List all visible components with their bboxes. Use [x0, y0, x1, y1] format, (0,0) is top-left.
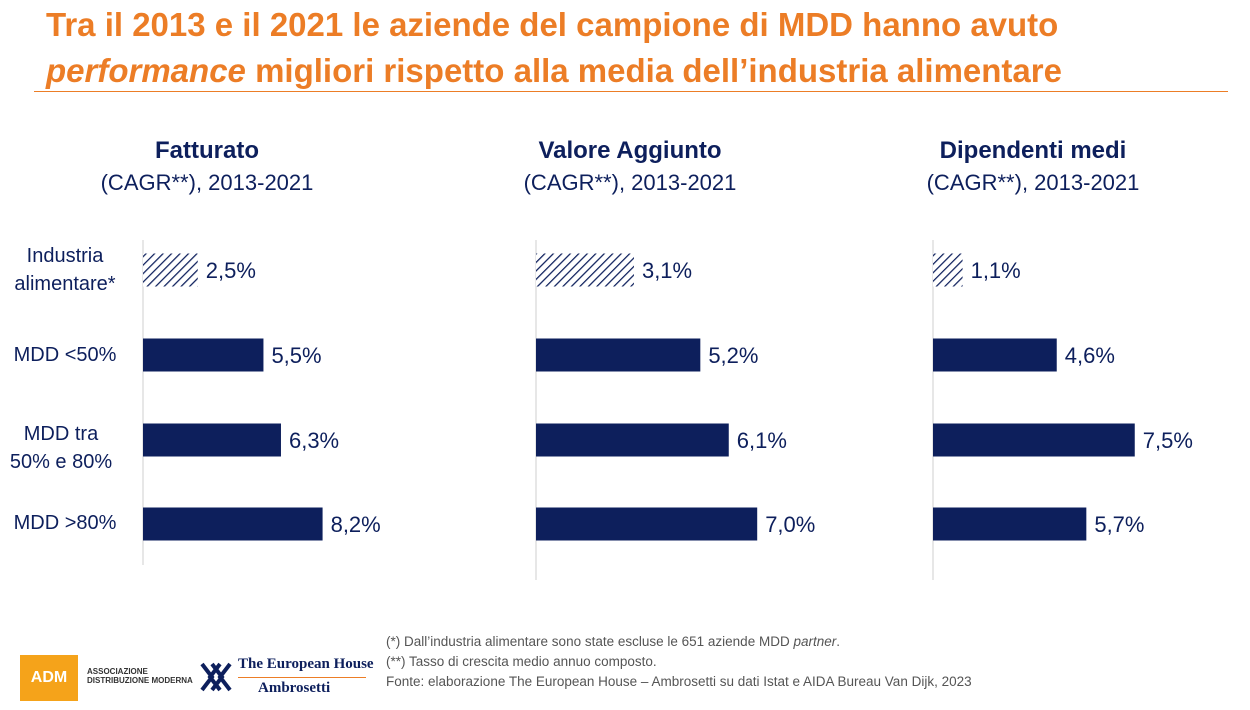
panel-subtitle-valore-aggiunto: (CAGR**), 2013-2021 [523, 170, 737, 195]
teh-logo-text-2: Ambrosetti [258, 680, 331, 696]
page-title: Tra il 2013 e il 2021 le aziende del cam… [46, 2, 1226, 94]
panel-title-fatturato: Fatturato [155, 137, 259, 164]
bar-value-label: 2,5% [206, 258, 256, 283]
panel-subtitle-fatturato: (CAGR**), 2013-2021 [100, 170, 314, 195]
bar [143, 507, 323, 541]
title-line-2: performance migliori rispetto alla media… [46, 48, 1226, 94]
source-note: Fonte: elaborazione The European House –… [386, 674, 972, 689]
title-italic-word: performance [46, 52, 246, 89]
bar [933, 423, 1135, 457]
bar-industry-hatched [143, 253, 198, 287]
panel-title-valore-aggiunto: Valore Aggiunto [538, 137, 722, 164]
bar-value-label: 4,6% [1065, 343, 1115, 368]
bar [536, 507, 758, 541]
bar [536, 423, 729, 457]
bar-value-label: 7,0% [765, 512, 815, 537]
title-line-1: Tra il 2013 e il 2021 le aziende del cam… [46, 6, 1059, 43]
adm-logo: ADM [20, 655, 78, 701]
bar-value-label: 8,2% [331, 512, 381, 537]
bar [143, 338, 264, 372]
bar [933, 338, 1057, 372]
bar [536, 338, 701, 372]
bar [933, 507, 1087, 541]
bar-value-label: 7,5% [1143, 428, 1193, 453]
category-label: MDD tra 50% e 80% [9, 423, 113, 473]
teh-logo-text-1: The European House [238, 656, 374, 672]
footnotes: (*) Dall’industria alimentare sono state… [386, 632, 972, 692]
category-label: MDD <50% [13, 344, 117, 366]
footnote-2: (**) Tasso di crescita medio annuo compo… [386, 654, 657, 669]
title-line-2-rest: migliori rispetto alla media dell’indust… [245, 52, 1062, 89]
bar-value-label: 5,5% [271, 343, 321, 368]
adm-logo-text: ASSOCIAZIONE DISTRIBUZIONE MODERNA [87, 667, 193, 685]
panel-subtitle-dipendenti-medi: (CAGR**), 2013-2021 [926, 170, 1140, 195]
category-label: Industria alimentare* [14, 245, 116, 295]
bar-value-label: 5,2% [708, 343, 758, 368]
bar-industry-hatched [536, 253, 634, 287]
bar-value-label: 6,3% [289, 428, 339, 453]
bar-value-label: 5,7% [1094, 512, 1144, 537]
category-label: MDD >80% [13, 512, 117, 534]
bar-value-label: 3,1% [642, 258, 692, 283]
title-divider [34, 91, 1228, 92]
bar-industry-hatched [933, 253, 963, 287]
teh-logo-divider [238, 677, 366, 678]
ambrosetti-knot-icon [200, 662, 232, 692]
footnote-1: (*) Dall’industria alimentare sono state… [386, 634, 840, 649]
bar-value-label: 6,1% [737, 428, 787, 453]
bar [143, 423, 281, 457]
panel-title-dipendenti-medi: Dipendenti medi [939, 137, 1127, 164]
bar-value-label: 1,1% [971, 258, 1021, 283]
